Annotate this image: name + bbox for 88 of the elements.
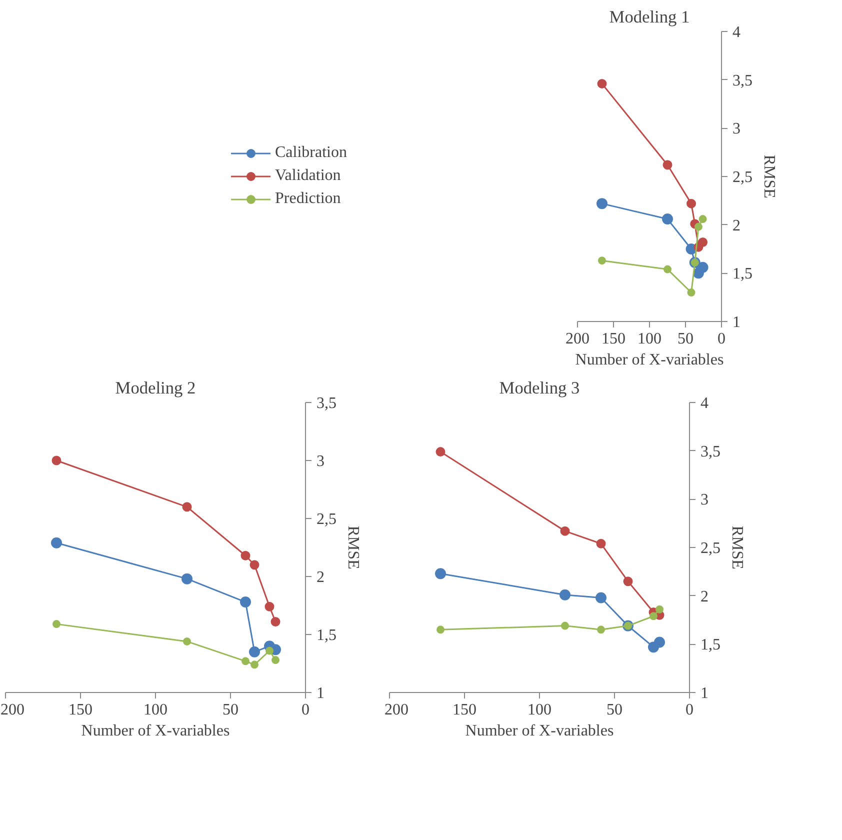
- y-tick-label: 3: [732, 120, 740, 138]
- y-tick-label: 1,5: [700, 636, 720, 654]
- y-tick-label: 1: [732, 314, 740, 331]
- point: [250, 560, 260, 570]
- y-axis-title: RMSE: [728, 526, 746, 570]
- y-tick-label: 3: [316, 453, 324, 470]
- y-tick-label: 3,5: [316, 395, 336, 412]
- point: [240, 596, 251, 608]
- point: [249, 646, 260, 658]
- x-tick-label: 200: [566, 330, 590, 348]
- y-tick-label: 3,5: [700, 443, 720, 460]
- point: [561, 622, 569, 630]
- legend-label: Validation: [275, 167, 341, 185]
- y-tick-label: 4: [700, 395, 708, 412]
- point: [183, 637, 191, 646]
- point: [52, 456, 62, 466]
- legend-label: Calibration: [275, 144, 347, 162]
- point: [436, 626, 444, 634]
- chart-title: Modeling 1: [609, 8, 690, 26]
- y-tick-label: 1: [700, 685, 708, 702]
- point: [686, 198, 696, 208]
- point: [266, 646, 274, 655]
- x-axis-title: Number of X-variables: [575, 352, 724, 368]
- point: [662, 160, 672, 170]
- x-tick-label: 150: [452, 702, 476, 718]
- y-axis-title: RMSE: [344, 526, 362, 570]
- y-tick-label: 3: [700, 492, 708, 509]
- y-tick-label: 1: [316, 685, 324, 702]
- point: [597, 78, 607, 88]
- y-tick-label: 2,5: [700, 540, 720, 557]
- point: [596, 592, 606, 604]
- point: [654, 636, 665, 648]
- point: [560, 526, 570, 536]
- x-tick-label: 0: [686, 702, 694, 718]
- point: [596, 538, 606, 548]
- point: [597, 626, 605, 634]
- x-tick-label: 0: [718, 330, 726, 348]
- x-tick-label: 100: [528, 702, 552, 718]
- point: [623, 576, 633, 586]
- y-tick-label: 1,5: [732, 266, 752, 283]
- x-tick-label: 50: [606, 702, 622, 718]
- point: [596, 198, 608, 210]
- point: [272, 656, 280, 664]
- y-tick-label: 2: [316, 569, 324, 586]
- y-tick-label: 2,5: [316, 511, 336, 528]
- x-tick-label: 50: [222, 702, 238, 718]
- point: [656, 605, 664, 614]
- point: [598, 256, 606, 265]
- x-tick-label: 150: [602, 330, 626, 348]
- point: [650, 612, 658, 620]
- point: [270, 617, 280, 626]
- x-tick-label: 200: [384, 702, 408, 718]
- y-tick-label: 3,5: [732, 72, 752, 90]
- point: [697, 262, 708, 273]
- y-tick-label: 4: [732, 24, 740, 41]
- point: [662, 214, 673, 225]
- legend-label: Prediction: [275, 190, 341, 208]
- point: [264, 602, 274, 612]
- y-tick-label: 2: [700, 588, 708, 606]
- y-axis-title: RMSE: [760, 154, 778, 198]
- chart-title: Modeling 2: [115, 378, 196, 398]
- x-tick-label: 100: [144, 702, 168, 718]
- x-tick-label: 50: [678, 330, 694, 348]
- point: [694, 222, 702, 231]
- point: [242, 657, 250, 666]
- point: [436, 447, 446, 457]
- point: [52, 620, 60, 628]
- x-axis-title: Number of X-variables: [81, 722, 230, 740]
- x-axis-title: Number of X-variables: [465, 722, 614, 740]
- point: [240, 550, 250, 560]
- point: [182, 573, 192, 584]
- x-tick-label: 150: [68, 702, 92, 718]
- y-tick-label: 2: [732, 217, 740, 234]
- y-tick-label: 1,5: [316, 627, 336, 644]
- point: [560, 589, 570, 600]
- point: [182, 502, 192, 512]
- point: [435, 568, 446, 580]
- y-tick-label: 2,5: [732, 169, 752, 186]
- x-tick-label: 200: [0, 702, 24, 718]
- x-tick-label: 100: [638, 330, 662, 348]
- chart-title: Modeling 3: [499, 378, 580, 398]
- x-tick-label: 0: [302, 702, 310, 718]
- point: [698, 237, 708, 247]
- point: [664, 265, 672, 274]
- point: [250, 660, 258, 669]
- point: [51, 537, 62, 548]
- point: [687, 288, 696, 296]
- point: [698, 215, 707, 224]
